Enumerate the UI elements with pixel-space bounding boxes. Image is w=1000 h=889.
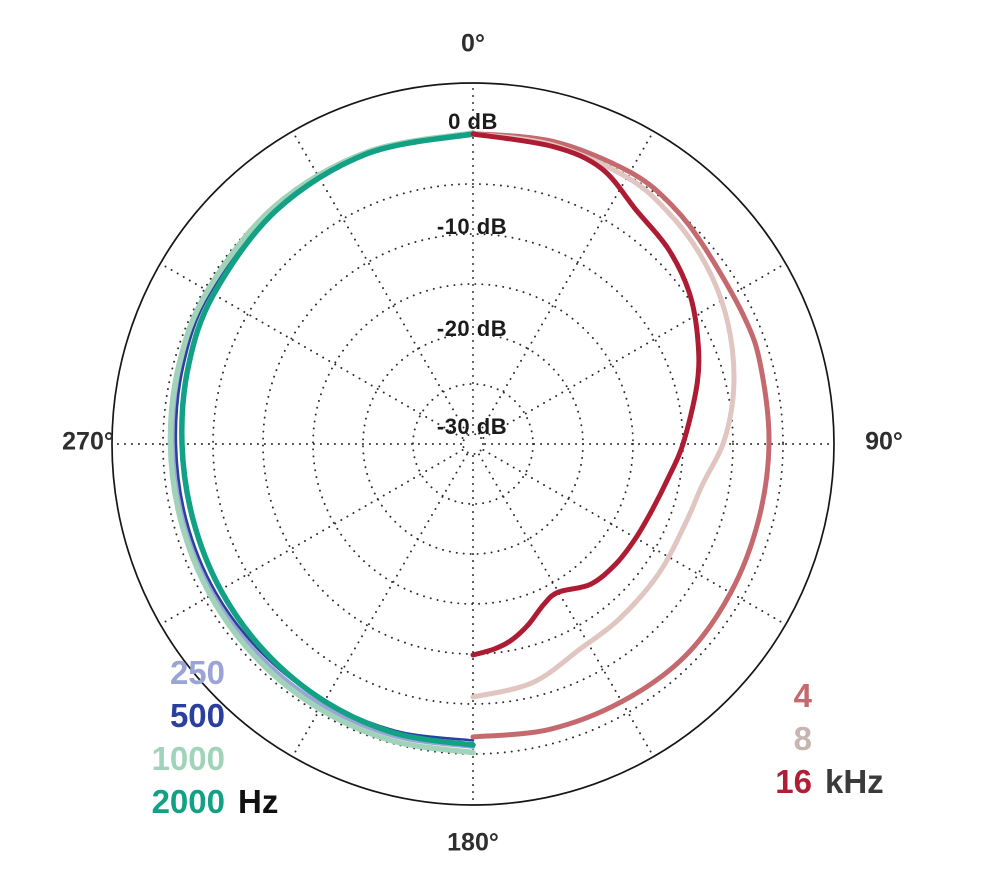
angle-label-0deg: 0°: [461, 29, 485, 58]
legend-item-16: 16 kHz: [647, 760, 883, 803]
curve-500-hz: [174, 132, 475, 742]
grid-circle--25db: [412, 383, 534, 505]
curve-8-khz: [470, 131, 737, 700]
grid-spoke-210deg: [291, 453, 468, 758]
legend-label-1000: 1000: [151, 740, 225, 777]
legend-item-500: 500: [60, 694, 225, 737]
db-label-minus30: -30 dB: [436, 414, 508, 439]
grid-spoke-330deg: [291, 130, 468, 435]
grid-circle--20db: [362, 333, 584, 555]
angle-label-180deg: 180°: [447, 828, 499, 857]
legend-item-2000: 2000 Hz: [60, 780, 279, 823]
curve-4-khz: [470, 131, 772, 740]
curve-1000-hz: [167, 130, 476, 756]
curve-2000-hz: [179, 131, 476, 748]
grid-circle--30db: [462, 433, 484, 455]
grid-circle--5db: [212, 183, 734, 705]
legend-label-500: 500: [169, 697, 225, 734]
legend-frequencies-khz: 4 8 16 kHz: [647, 674, 883, 803]
legend-unit-khz: kHz: [825, 763, 884, 800]
angle-label-90deg: 90°: [865, 427, 903, 456]
legend-item-1000: 1000: [60, 737, 225, 780]
legend-label-16: 16: [775, 763, 812, 800]
legend-item-4: 4: [647, 674, 812, 717]
legend-label-8: 8: [793, 720, 812, 757]
grid-spoke-30deg: [478, 130, 655, 435]
legend-unit-hz: Hz: [238, 783, 279, 820]
legend-label-250: 250: [169, 654, 225, 691]
legend-frequencies-hz: 250 500 1000 2000 Hz: [60, 651, 279, 823]
db-label-minus20: -20 dB: [436, 316, 508, 341]
plot-boundary-circle: [111, 82, 835, 806]
legend-item-250: 250: [60, 651, 225, 694]
grid-spoke-60deg: [482, 262, 787, 439]
db-label-0: 0 dB: [448, 109, 498, 134]
grid-spoke-240deg: [159, 449, 464, 626]
grid-circle--10db: [262, 233, 684, 655]
legend-label-2000: 2000: [151, 783, 225, 820]
db-label-minus10: -10 dB: [436, 214, 508, 239]
curve-16-khz: [470, 131, 702, 658]
legend-label-4: 4: [793, 677, 812, 714]
grid-spoke-150deg: [478, 453, 655, 758]
angle-label-270deg: 270°: [62, 427, 114, 456]
grid-spoke-300deg: [159, 262, 464, 439]
legend-item-8: 8: [647, 717, 812, 760]
grid-circle-0db: [162, 133, 784, 755]
